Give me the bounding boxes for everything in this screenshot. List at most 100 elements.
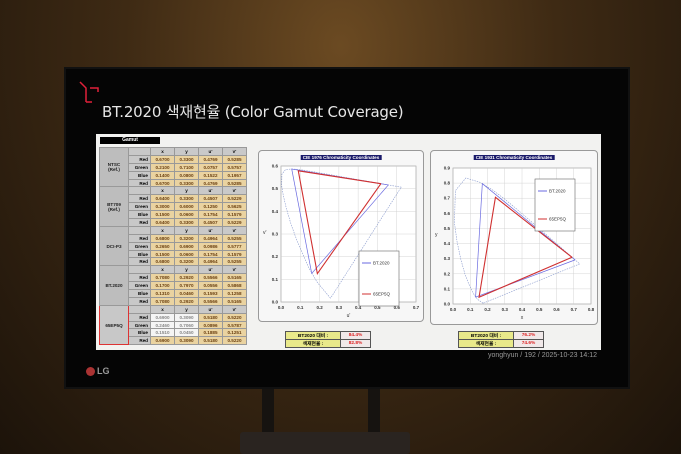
- blank-cell: [128, 304, 151, 314]
- table-cell: 0.5229: [222, 218, 247, 227]
- gamut-label: Gamut: [100, 137, 160, 144]
- y-tick-label: 0.3: [444, 256, 451, 261]
- table-row: Green 0.2460 0.7060 0.0896 0.5787: [100, 320, 247, 330]
- table-header-row: BT.2020 x y u' v': [99, 265, 247, 306]
- column-header: y: [174, 186, 199, 196]
- summary-value: 82.8%: [340, 339, 371, 348]
- channel-label: Green: [128, 281, 151, 291]
- table-cell: 0.1400: [150, 170, 175, 180]
- table-cell: 0.5285: [222, 178, 247, 188]
- lg-logo: LG: [86, 366, 110, 377]
- legend-label: 65EP5Q: [373, 292, 391, 297]
- table-cell: 0.4507: [198, 218, 223, 227]
- x-tick-label: 0.6: [394, 305, 401, 310]
- x-tick-label: 0.1: [297, 305, 304, 310]
- legend-label: BT.2020: [373, 261, 390, 266]
- table-row: Blue 0.1310 0.0460 0.1593 0.1258: [100, 289, 247, 298]
- table-cell: 0.0600: [174, 249, 199, 259]
- x-tick-label: 0.0: [278, 305, 285, 310]
- table-cell: 0.1510: [150, 328, 175, 338]
- table-cell: 0.5180: [198, 336, 223, 346]
- corner-logo-mark: [79, 81, 99, 103]
- watermark: yonghyun / 192 / 2025-10-23 14:12: [488, 352, 597, 359]
- table-cell: 0.1754: [198, 210, 223, 220]
- channel-label: Red: [128, 218, 151, 227]
- chart-title: CIE 1976 Chromaticity Coordinates: [300, 155, 382, 160]
- table-cell: 0.6900: [150, 312, 175, 322]
- table-cell: 0.3200: [174, 233, 199, 243]
- table-cell: 0.7100: [174, 162, 199, 172]
- channel-label: Green: [128, 241, 151, 251]
- x-tick-label: 0.5: [374, 305, 381, 310]
- y-axis-label: y: [435, 232, 438, 238]
- table-row: Red 0.6700 0.3300 0.4769 0.5285: [100, 178, 247, 188]
- table-cell: 0.1957: [222, 170, 247, 180]
- x-tick-label: 0.4: [355, 305, 362, 310]
- blank-cell: [128, 147, 151, 156]
- table-cell: 0.3090: [174, 336, 199, 346]
- x-tick-label: 0.0: [450, 307, 457, 312]
- cie1931-plot: 0.0 0.1 0.2 0.3 0.4 0.5 0.6 0.7 0.8 0.0 0.1 0.2 0.3 0…: [435, 166, 595, 322]
- column-header: x: [150, 186, 175, 196]
- x-tick-label: 0.2: [484, 307, 491, 312]
- table-cell: 0.6700: [150, 154, 175, 164]
- table-cell: 0.4964: [198, 233, 223, 243]
- summary-value: 84.4%: [340, 331, 371, 340]
- channel-label: Red: [128, 336, 151, 346]
- column-header: v': [222, 265, 247, 275]
- column-header: u': [198, 304, 223, 314]
- table-cell: 0.5220: [222, 312, 247, 322]
- table-cell: 0.6400: [150, 218, 175, 227]
- table-cell: 0.1885: [198, 328, 223, 338]
- blank-cell: [128, 225, 151, 235]
- summary-label: 색재현율 :: [458, 339, 514, 348]
- channel-label: Red: [128, 233, 151, 243]
- x-tick-label: 0.3: [336, 305, 343, 310]
- cie1976-plot: 0.0 0.1 0.2 0.3 0.4 0.5 0.6 0.7 0.0 0.1 0.2 0.3 0.4 0…: [263, 164, 420, 320]
- table-cell: 0.1522: [198, 170, 223, 180]
- column-header: u': [198, 225, 223, 235]
- x-axis-label: u': [347, 313, 351, 319]
- table-cell: 0.6000: [174, 202, 199, 212]
- group-name: 65EP5Q: [99, 304, 129, 346]
- column-header: v': [222, 147, 247, 156]
- table-cell: 0.7060: [174, 320, 199, 330]
- table-cell: 0.4769: [198, 154, 223, 164]
- column-header: y: [174, 265, 199, 275]
- table-cell: 0.5220: [222, 336, 247, 346]
- table-cell: 0.2920: [174, 296, 199, 306]
- table-cell: 0.7080: [150, 296, 175, 306]
- column-header: y: [174, 304, 199, 314]
- table-cell: 0.2460: [150, 320, 175, 330]
- channel-label: Green: [128, 320, 151, 330]
- table-row: Red 0.6900 0.3090 0.5180 0.5220: [100, 336, 247, 346]
- table-cell: 0.1579: [222, 210, 247, 220]
- table-cell: 0.3300: [174, 194, 199, 204]
- group-name: BT709 (Ref.): [99, 186, 129, 227]
- x-tick-label: 0.2: [316, 305, 323, 310]
- table-cell: 0.1500: [150, 249, 175, 259]
- y-tick-label: 0.7: [444, 196, 451, 201]
- table-cell: 0.2100: [150, 162, 175, 172]
- x-tick-label: 0.3: [502, 307, 509, 312]
- series-line-65ep5q: [478, 196, 573, 299]
- group-name: DCI-P3: [99, 225, 129, 267]
- lg-logo-icon: [86, 367, 95, 377]
- channel-label: Red: [128, 296, 151, 306]
- spectral-locus: [281, 168, 402, 299]
- table-cell: 0.1251: [222, 328, 247, 338]
- table-cell: 0.4964: [198, 257, 223, 267]
- table-cell: 0.6800: [150, 233, 175, 243]
- y-tick-label: 0.6: [444, 211, 451, 216]
- y-axis-label: v': [263, 230, 267, 236]
- y-tick-label: 0.5: [444, 226, 451, 231]
- channel-label: Red: [128, 273, 151, 283]
- y-tick-label: 0.4: [444, 241, 451, 246]
- x-axis-label: x: [521, 315, 524, 321]
- table-cell: 0.5868: [222, 281, 247, 291]
- table-cell: 0.3300: [174, 178, 199, 188]
- x-tick-label: 0.1: [467, 307, 474, 312]
- table-cell: 0.2650: [150, 241, 175, 251]
- table-header-row: BT709 (Ref.) x y u' v': [99, 186, 247, 227]
- channel-label: Blue: [128, 210, 151, 220]
